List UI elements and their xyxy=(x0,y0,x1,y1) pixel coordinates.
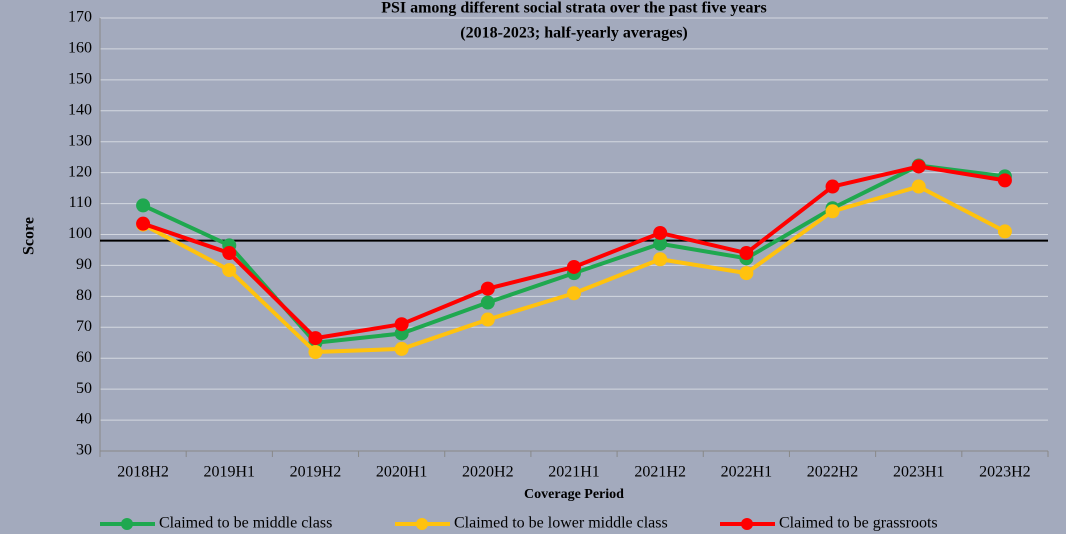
data-point xyxy=(222,246,237,261)
y-axis-title: Score xyxy=(21,217,38,255)
y-tick-label: 80 xyxy=(76,287,92,304)
data-point xyxy=(567,286,581,301)
data-point xyxy=(653,236,668,251)
data-point xyxy=(739,266,754,281)
data-point xyxy=(394,341,409,356)
data-point xyxy=(997,173,1012,188)
data-point xyxy=(911,179,926,194)
x-tick-label: 2021H2 xyxy=(634,464,686,481)
x-tick-label: 2021H1 xyxy=(548,464,600,481)
data-point xyxy=(222,263,237,278)
y-tick-label: 90 xyxy=(76,256,92,273)
x-tick-label: 2023H2 xyxy=(979,464,1031,481)
y-tick-label: 60 xyxy=(76,349,92,366)
chart-title: PSI among different social strata over t… xyxy=(381,0,767,17)
y-tick-label: 40 xyxy=(76,411,92,428)
y-tick-label: 140 xyxy=(68,101,92,118)
data-point xyxy=(997,224,1012,239)
y-tick-label: 110 xyxy=(69,194,92,211)
y-tick-label: 160 xyxy=(68,40,92,57)
legend-label: Claimed to be grassroots xyxy=(779,515,938,532)
x-tick-label: 2022H2 xyxy=(807,464,859,481)
data-point xyxy=(308,331,323,346)
legend-label: Claimed to be lower middle class xyxy=(454,515,668,532)
x-tick-label: 2020H2 xyxy=(462,464,514,481)
x-tick-label: 2019H2 xyxy=(290,464,342,481)
data-point xyxy=(480,281,495,296)
legend-label: Claimed to be middle class xyxy=(159,515,332,532)
x-tick-label: 2018H2 xyxy=(117,464,169,481)
data-point xyxy=(825,179,840,194)
y-tick-label: 70 xyxy=(76,318,92,335)
data-point xyxy=(911,159,926,174)
x-tick-label: 2022H1 xyxy=(721,464,773,481)
x-tick-label: 2023H1 xyxy=(893,464,945,481)
y-tick-label: 100 xyxy=(68,225,92,242)
y-tick-label: 50 xyxy=(76,380,92,397)
legend-marker xyxy=(416,518,428,530)
data-point xyxy=(480,312,495,327)
data-point xyxy=(394,317,409,332)
legend-marker xyxy=(121,518,133,530)
legend-marker xyxy=(741,518,753,530)
data-point xyxy=(136,198,151,213)
data-point xyxy=(739,246,754,261)
y-tick-label: 170 xyxy=(68,9,92,26)
data-point xyxy=(480,295,495,310)
y-tick-label: 120 xyxy=(68,163,92,180)
data-point xyxy=(653,225,668,240)
data-point xyxy=(567,259,581,274)
y-tick-label: 150 xyxy=(68,71,92,88)
data-point xyxy=(308,345,323,360)
y-tick-label: 130 xyxy=(68,132,92,149)
x-axis-title: Coverage Period xyxy=(524,487,624,502)
y-tick-label: 30 xyxy=(76,442,92,459)
data-point xyxy=(653,252,668,267)
data-point xyxy=(825,204,840,219)
x-tick-label: 2019H1 xyxy=(203,464,255,481)
x-tick-label: 2020H1 xyxy=(376,464,428,481)
data-point xyxy=(136,216,151,231)
chart-subtitle: (2018-2023; half-yearly averages) xyxy=(460,25,688,42)
